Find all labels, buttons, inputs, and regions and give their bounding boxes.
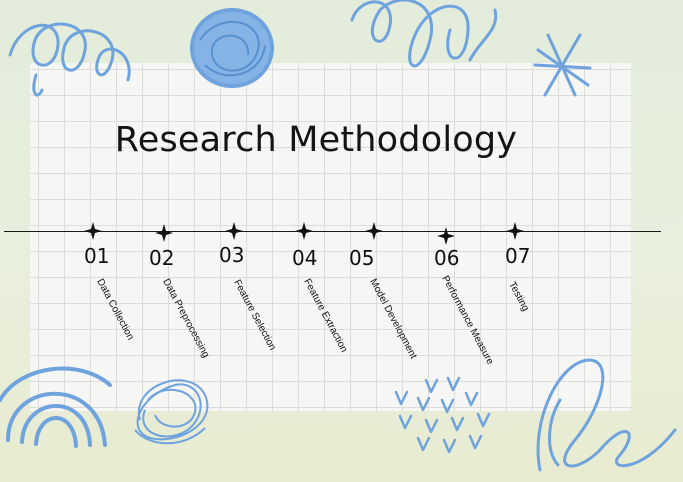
timeline-marker-6 (437, 227, 455, 245)
loop-doodle-top-left (8, 22, 131, 82)
star-doodle (533, 33, 592, 97)
scribble-ball-bottom (134, 379, 209, 445)
step-number-2: 02 (149, 246, 175, 270)
step-number-3: 03 (219, 243, 245, 267)
step-number-7: 07 (505, 244, 531, 268)
loop-doodle-top-right (350, 0, 470, 68)
page-title: Research Methodology (114, 120, 518, 160)
step-number-4: 04 (292, 246, 318, 270)
step-number-1: 01 (84, 244, 110, 268)
timeline-marker-1 (84, 222, 102, 240)
grid-card (30, 63, 631, 411)
timeline-marker-7 (506, 222, 524, 240)
step-number-5: 05 (349, 246, 375, 270)
rainbow-doodle (0, 366, 112, 448)
checkmark-doodles (394, 376, 491, 454)
step-number-6: 06 (434, 246, 460, 270)
timeline-marker-5 (365, 222, 383, 240)
loop-doodle-bottom-right (536, 358, 677, 472)
timeline-marker-3 (225, 222, 243, 240)
timeline-marker-4 (295, 222, 313, 240)
scribble-ball-top (190, 8, 274, 88)
timeline-line (4, 231, 661, 233)
timeline-marker-2 (155, 224, 173, 242)
